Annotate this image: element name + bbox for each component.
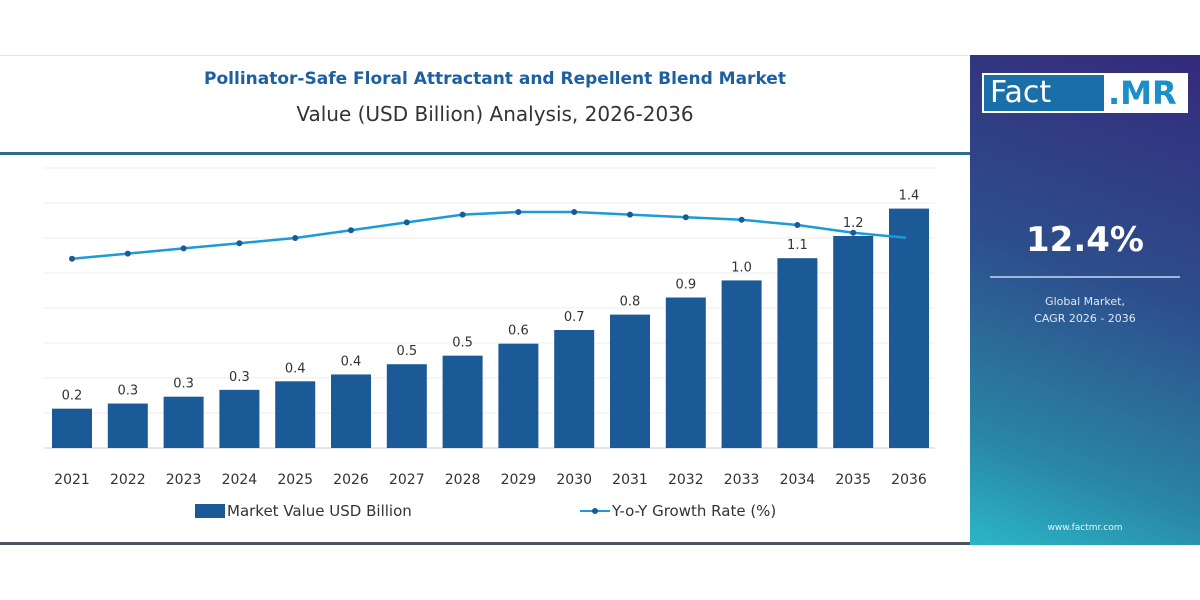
x-tick-label: 2026 — [333, 472, 369, 488]
legend: Market Value USD Billion Y-o-Y Growth Ra… — [0, 502, 970, 522]
growth-point — [738, 216, 745, 223]
bar-value-label: 0.4 — [285, 361, 306, 376]
legend-line-swatch — [580, 504, 610, 518]
bar — [777, 258, 818, 448]
growth-point — [292, 235, 299, 241]
cagr-label: Global Market, CAGR 2026 - 2036 — [970, 293, 1200, 327]
growth-point — [459, 211, 466, 218]
cagr-label-line1: Global Market, — [1045, 295, 1125, 308]
bar — [386, 364, 427, 448]
legend-label: Market Value USD Billion — [227, 502, 412, 520]
logo-fact: Fact — [984, 75, 1104, 111]
bar-value-label: 1.2 — [843, 216, 864, 231]
bar — [275, 381, 316, 448]
title-divider — [0, 152, 970, 155]
legend-item-market-value: Market Value USD Billion — [195, 502, 412, 520]
growth-point — [515, 209, 522, 215]
growth-line — [71, 210, 910, 261]
x-tick-label: 2032 — [668, 472, 704, 488]
growth-point — [236, 240, 243, 247]
growth-point — [850, 229, 857, 236]
bar-value-label: 0.4 — [341, 354, 362, 369]
bar — [610, 314, 650, 448]
cagr-label-line2: CAGR 2026 - 2036 — [1034, 312, 1136, 325]
x-tick-label: 2022 — [110, 472, 146, 488]
bar-value-label: 1.0 — [731, 260, 752, 275]
x-tick-label: 2021 — [54, 472, 90, 488]
x-tick-label: 2024 — [222, 472, 258, 488]
chart-panel: Pollinator-Safe Floral Attractant and Re… — [0, 55, 970, 545]
x-tick-label: 2023 — [166, 472, 202, 488]
growth-point — [403, 219, 410, 226]
bar-value-label: 1.1 — [787, 238, 808, 253]
x-tick-label: 2027 — [389, 472, 425, 488]
bar — [442, 355, 483, 448]
bar — [219, 389, 260, 448]
bar-value-label: 0.5 — [452, 336, 473, 351]
bar-value-label: 0.3 — [229, 370, 250, 385]
bar — [331, 374, 371, 448]
growth-point — [69, 255, 75, 262]
bar — [665, 297, 706, 448]
chart-subtitle: Value (USD Billion) Analysis, 2026-2036 — [296, 102, 694, 126]
growth-point — [627, 211, 633, 218]
bar — [163, 396, 204, 448]
bar-value-label: 0.3 — [173, 377, 194, 392]
factmr-logo: Fact .MR — [982, 73, 1188, 113]
x-tick-label: 2035 — [835, 472, 871, 488]
x-tick-label: 2031 — [612, 472, 648, 488]
chart-svg: 0.2 2021 0.3 2022 0.3 2023 0.3 2024 0.4 2025 0.4 20… — [44, 167, 935, 488]
x-tick-label: 2025 — [277, 472, 313, 488]
legend-bar-swatch — [195, 504, 225, 518]
x-tick-label: 2029 — [501, 472, 537, 488]
growth-point — [571, 209, 578, 215]
growth-point — [682, 214, 689, 221]
bar-value-label: 1.4 — [899, 189, 920, 204]
bar-value-label: 0.9 — [675, 278, 696, 293]
legend-label: Y-o-Y Growth Rate (%) — [612, 502, 777, 520]
bar-value-label: 0.3 — [117, 384, 138, 399]
x-tick-label: 2030 — [556, 472, 592, 488]
bar-value-label: 0.2 — [62, 389, 83, 404]
logo-mr: .MR — [1108, 74, 1177, 112]
x-tick-label: 2034 — [780, 472, 816, 488]
growth-point — [180, 245, 187, 252]
x-tick-label: 2036 — [891, 472, 927, 488]
bar-value-label: 0.5 — [396, 344, 417, 359]
website-url: www.factmr.com — [1047, 523, 1123, 533]
growth-point — [906, 235, 912, 241]
bar — [889, 208, 929, 448]
bar-value-label: 0.8 — [620, 295, 641, 310]
bar — [107, 403, 148, 448]
legend-item-growth-rate: Y-o-Y Growth Rate (%) — [580, 502, 776, 520]
bar-value-label: 0.7 — [564, 310, 585, 325]
growth-point — [348, 227, 354, 234]
x-tick-label: 2028 — [445, 472, 481, 488]
bar — [554, 330, 595, 448]
bar-value-label: 0.6 — [508, 324, 529, 339]
cagr-divider — [990, 276, 1180, 278]
sidebar: Fact .MR 12.4% Global Market, CAGR 2026 … — [970, 55, 1200, 545]
growth-point — [794, 222, 801, 228]
cagr-value: 12.4% — [1026, 220, 1144, 260]
bar — [833, 235, 874, 448]
growth-point — [124, 250, 131, 257]
bar — [52, 408, 92, 448]
bar — [498, 343, 539, 448]
chart-title: Pollinator-Safe Floral Attractant and Re… — [204, 69, 786, 89]
x-tick-label: 2033 — [724, 472, 760, 488]
bar — [721, 280, 762, 448]
